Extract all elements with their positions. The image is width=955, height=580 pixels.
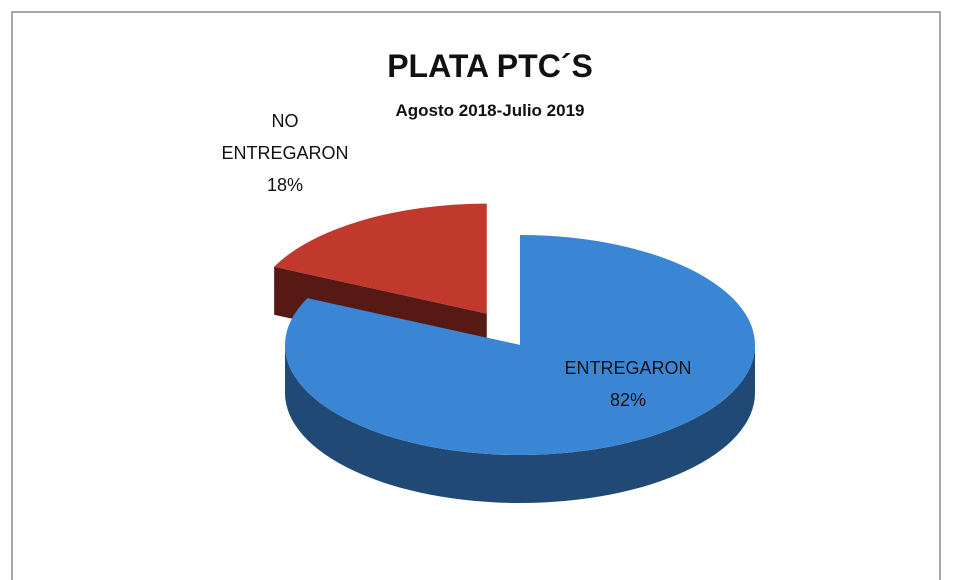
chart-title: PLATA PTC´S (387, 48, 593, 84)
chart-subtitle: Agosto 2018-Julio 2019 (395, 101, 585, 120)
slice-value-label: 18% (266, 175, 304, 195)
pie (274, 203, 755, 503)
slice-side (285, 345, 755, 503)
slice-value-label: 82% (609, 390, 647, 410)
slice (285, 235, 755, 455)
slice (274, 203, 487, 314)
slice-label: NO ENTREGARON (221, 111, 349, 163)
slice-label: ENTREGARON (564, 358, 692, 378)
